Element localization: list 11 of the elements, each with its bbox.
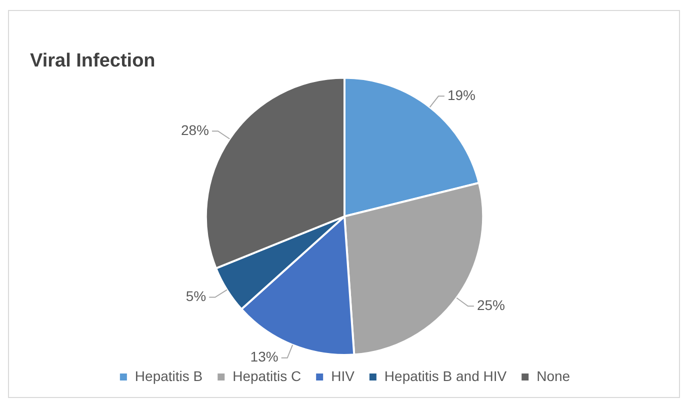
chart-title: Viral Infection [30,50,156,72]
legend-label: Hepatitis B [134,368,203,384]
legend-label: Hepatitis B and HIV [384,368,508,384]
legend-label: HIV [331,368,356,384]
data-label: 28% [180,122,209,138]
data-label: 25% [476,296,505,313]
data-label: 19% [447,87,476,104]
legend-label: Hepatitis C [232,368,302,384]
legend-label: None [536,368,570,384]
data-label: 13% [250,348,278,365]
data-label: 5% [186,288,206,304]
